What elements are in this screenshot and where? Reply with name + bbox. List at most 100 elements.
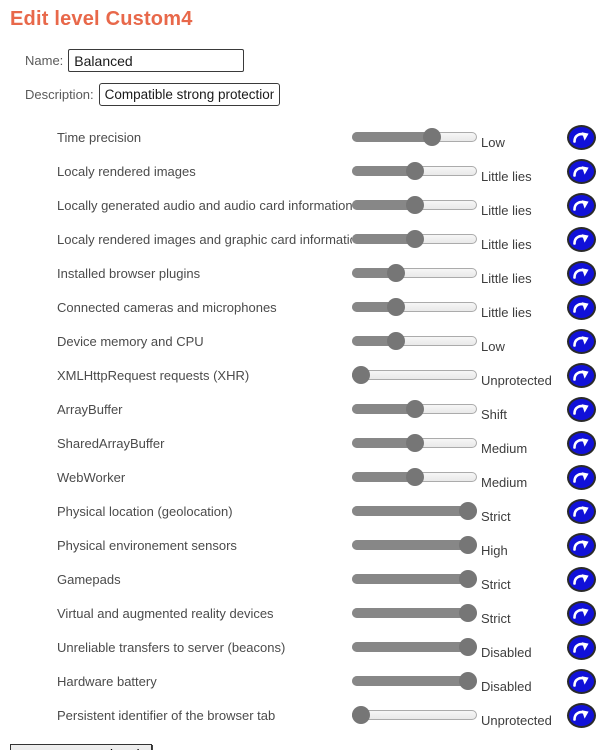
setting-row: Time precision Low bbox=[10, 120, 597, 154]
slider-thumb[interactable] bbox=[459, 638, 477, 656]
slider-progress bbox=[352, 506, 470, 516]
protection-slider[interactable] bbox=[352, 196, 477, 214]
slider-progress bbox=[352, 608, 470, 618]
setting-label: Unreliable transfers to server (beacons) bbox=[57, 639, 286, 655]
setting-value-label: Little lies bbox=[481, 236, 532, 252]
slider-thumb[interactable] bbox=[422, 128, 441, 146]
setting-row: Locally generated audio and audio card i… bbox=[10, 188, 597, 222]
slider-thumb[interactable] bbox=[387, 298, 406, 316]
protection-slider[interactable] bbox=[352, 604, 477, 622]
setting-row: SharedArrayBuffer Medium bbox=[10, 426, 597, 460]
setting-label: Localy rendered images and graphic card … bbox=[57, 231, 352, 247]
redo-arrow-icon bbox=[571, 435, 592, 452]
slider-thumb[interactable] bbox=[459, 502, 477, 520]
slider-thumb[interactable] bbox=[405, 230, 424, 248]
description-label: Description: bbox=[25, 87, 94, 102]
slider-progress bbox=[352, 132, 434, 142]
setting-value-label: Unprotected bbox=[481, 372, 552, 388]
protection-slider[interactable] bbox=[352, 468, 477, 486]
reset-setting-button[interactable] bbox=[567, 532, 596, 558]
setting-label: WebWorker bbox=[57, 469, 126, 485]
setting-label: Localy rendered images bbox=[57, 163, 196, 179]
slider-progress bbox=[352, 404, 417, 414]
setting-value-label: Strict bbox=[481, 610, 511, 626]
setting-value-label: Disabled bbox=[481, 644, 532, 660]
reset-setting-button[interactable] bbox=[567, 498, 596, 524]
slider-thumb[interactable] bbox=[387, 332, 406, 350]
slider-thumb[interactable] bbox=[459, 570, 477, 588]
protection-slider[interactable] bbox=[352, 502, 477, 520]
name-input[interactable] bbox=[68, 49, 245, 72]
setting-value-label: Little lies bbox=[481, 168, 532, 184]
setting-label: Installed browser plugins bbox=[57, 265, 201, 281]
setting-value-label: Low bbox=[481, 338, 505, 354]
reset-setting-button[interactable] bbox=[567, 668, 596, 694]
reset-setting-button[interactable] bbox=[567, 600, 596, 626]
protection-slider[interactable] bbox=[352, 264, 477, 282]
reset-setting-button[interactable] bbox=[567, 362, 596, 388]
redo-arrow-icon bbox=[571, 571, 592, 588]
slider-thumb[interactable] bbox=[405, 196, 424, 214]
setting-row: Localy rendered images Little lies bbox=[10, 154, 597, 188]
reset-setting-button[interactable] bbox=[567, 430, 596, 456]
reset-setting-button[interactable] bbox=[567, 158, 596, 184]
slider-thumb[interactable] bbox=[352, 366, 370, 384]
redo-arrow-icon bbox=[571, 333, 592, 350]
protection-slider[interactable] bbox=[352, 536, 477, 554]
slider-thumb[interactable] bbox=[459, 536, 477, 554]
setting-value-label: Unprotected bbox=[481, 712, 552, 728]
slider-progress bbox=[352, 676, 470, 686]
reset-setting-button[interactable] bbox=[567, 566, 596, 592]
protection-slider[interactable] bbox=[352, 400, 477, 418]
redo-arrow-icon bbox=[571, 367, 592, 384]
reset-setting-button[interactable] bbox=[567, 260, 596, 286]
reset-setting-button[interactable] bbox=[567, 396, 596, 422]
slider-thumb[interactable] bbox=[405, 400, 424, 418]
settings-list: Time precision Low Localy rendered image… bbox=[10, 120, 597, 732]
protection-slider[interactable] bbox=[352, 366, 477, 384]
reset-setting-button[interactable] bbox=[567, 124, 596, 150]
save-custom-level-button[interactable]: Save custom level bbox=[10, 744, 152, 750]
slider-thumb[interactable] bbox=[405, 434, 424, 452]
slider-progress bbox=[352, 268, 399, 278]
setting-label: Connected cameras and microphones bbox=[57, 299, 277, 315]
reset-setting-button[interactable] bbox=[567, 634, 596, 660]
setting-label: SharedArrayBuffer bbox=[57, 435, 165, 451]
slider-thumb[interactable] bbox=[459, 672, 477, 690]
slider-thumb[interactable] bbox=[405, 162, 424, 180]
protection-slider[interactable] bbox=[352, 706, 477, 724]
slider-thumb[interactable] bbox=[405, 468, 424, 486]
reset-setting-button[interactable] bbox=[567, 294, 596, 320]
reset-setting-button[interactable] bbox=[567, 328, 596, 354]
description-input[interactable] bbox=[98, 83, 280, 106]
slider-thumb[interactable] bbox=[459, 604, 477, 622]
setting-row: Device memory and CPU Low bbox=[10, 324, 597, 358]
slider-thumb[interactable] bbox=[352, 706, 370, 724]
protection-slider[interactable] bbox=[352, 570, 477, 588]
slider-thumb[interactable] bbox=[387, 264, 406, 282]
protection-slider[interactable] bbox=[352, 434, 477, 452]
protection-slider[interactable] bbox=[352, 332, 477, 350]
protection-slider[interactable] bbox=[352, 162, 477, 180]
redo-arrow-icon bbox=[571, 469, 592, 486]
protection-slider[interactable] bbox=[352, 128, 477, 146]
setting-value-label: Little lies bbox=[481, 270, 532, 286]
protection-slider[interactable] bbox=[352, 230, 477, 248]
protection-slider[interactable] bbox=[352, 672, 477, 690]
protection-slider[interactable] bbox=[352, 298, 477, 316]
reset-setting-button[interactable] bbox=[567, 192, 596, 218]
redo-arrow-icon bbox=[571, 231, 592, 248]
setting-label: ArrayBuffer bbox=[57, 401, 123, 417]
reset-setting-button[interactable] bbox=[567, 226, 596, 252]
setting-label: Physical location (geolocation) bbox=[57, 503, 233, 519]
slider-track[interactable] bbox=[352, 370, 477, 380]
reset-setting-button[interactable] bbox=[567, 464, 596, 490]
setting-row: Unreliable transfers to server (beacons)… bbox=[10, 630, 597, 664]
setting-value-label: Medium bbox=[481, 440, 528, 456]
redo-arrow-icon bbox=[571, 265, 592, 282]
reset-setting-button[interactable] bbox=[567, 702, 596, 728]
protection-slider[interactable] bbox=[352, 638, 477, 656]
slider-track[interactable] bbox=[352, 710, 477, 720]
redo-arrow-icon bbox=[571, 537, 592, 554]
setting-value-label: Disabled bbox=[481, 678, 532, 694]
